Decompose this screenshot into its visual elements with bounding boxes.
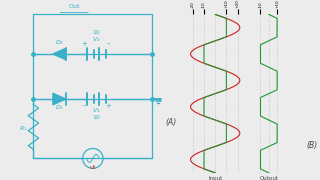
Polygon shape [53,93,66,105]
Text: $V_2$: $V_2$ [92,35,101,44]
Text: $V_1$: $V_1$ [92,106,101,115]
Text: $D_1$: $D_1$ [55,103,64,112]
X-axis label: Output: Output [259,176,278,180]
Text: ut: ut [90,165,96,170]
X-axis label: Input: Input [208,176,222,180]
Text: $D_2$: $D_2$ [55,38,64,47]
Text: (A): (A) [165,118,176,127]
Text: +: + [82,41,87,47]
Text: 10: 10 [92,115,100,120]
Polygon shape [53,48,66,60]
Text: (B): (B) [306,141,318,150]
Text: 10: 10 [92,30,100,35]
Text: -: - [107,39,110,48]
Text: $R_1$: $R_1$ [19,124,28,133]
Text: +: + [106,103,111,109]
Text: -: - [83,101,86,110]
Text: Out: Out [68,4,80,9]
